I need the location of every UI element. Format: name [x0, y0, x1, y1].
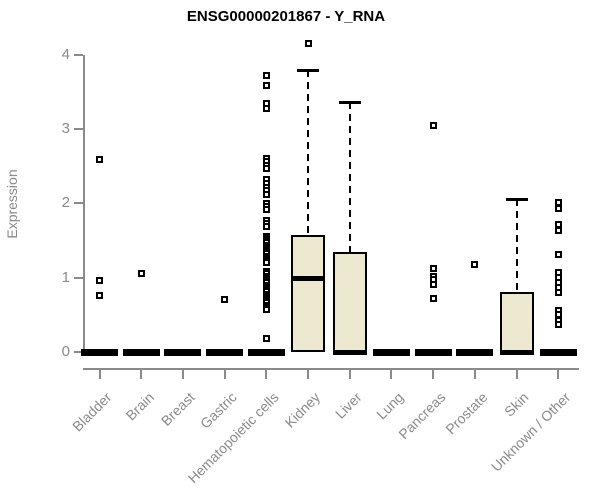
- collapsed-box: [206, 349, 244, 356]
- x-category-label: Prostate: [441, 389, 491, 438]
- outlier-point: [96, 292, 103, 300]
- median-line: [499, 350, 534, 355]
- x-axis-line: [83, 368, 579, 370]
- outlier-point: [262, 259, 270, 267]
- outlier-point: [262, 306, 270, 314]
- outlier-point: [221, 295, 229, 303]
- outlier-point: [262, 104, 270, 112]
- outlier-point: [262, 222, 270, 230]
- collapsed-box: [372, 349, 410, 356]
- box: [291, 234, 325, 352]
- chart-title: ENSG00000201867 - Y_RNA: [186, 8, 386, 25]
- outlier-point: [262, 335, 270, 343]
- y-tick-label: 2: [61, 194, 70, 212]
- outlier-point: [429, 295, 437, 302]
- x-axis-tick: [515, 370, 518, 379]
- x-category-label: Breast: [158, 389, 199, 429]
- outlier-point: [96, 156, 103, 164]
- y-tick-label: 0: [61, 343, 70, 360]
- x-category-label: Bladder: [69, 389, 115, 435]
- whisker-line: [307, 70, 309, 235]
- outlier-point: [262, 164, 270, 172]
- outlier-point: [554, 289, 562, 297]
- y-axis-tick: [74, 53, 83, 56]
- outlier-point: [429, 121, 437, 129]
- x-axis-tick: [473, 370, 476, 379]
- x-category-label: Skin: [501, 389, 532, 420]
- x-axis-tick: [348, 370, 351, 379]
- x-axis-tick: [223, 370, 226, 379]
- x-axis-tick: [390, 370, 393, 379]
- collapsed-box: [164, 349, 202, 356]
- x-category-label: Lung: [373, 389, 407, 423]
- x-axis-tick: [557, 370, 560, 379]
- collapsed-box: [122, 349, 160, 356]
- x-category-label: Brain: [122, 389, 157, 424]
- whisker-cap: [297, 69, 319, 73]
- collapsed-box: [247, 349, 285, 356]
- whisker-cap: [338, 101, 361, 105]
- collapsed-box: [414, 349, 452, 356]
- whisker-cap: [505, 197, 528, 201]
- median-line: [291, 275, 325, 281]
- outlier-point: [554, 321, 562, 328]
- y-tick-label: 3: [61, 120, 70, 138]
- x-axis-tick: [98, 370, 101, 379]
- outlier-point: [137, 270, 145, 278]
- outlier-point: [262, 72, 270, 80]
- x-axis-tick: [140, 370, 143, 379]
- y-tick-label: 4: [61, 45, 70, 63]
- y-axis-tick: [74, 202, 83, 205]
- x-axis-tick: [181, 370, 184, 379]
- outlier-point: [262, 190, 270, 198]
- whisker-line: [348, 102, 351, 252]
- outlier-point: [304, 40, 312, 48]
- y-axis-tick: [74, 276, 83, 279]
- outlier-point: [96, 277, 103, 285]
- collapsed-box: [81, 349, 118, 356]
- outlier-point: [262, 205, 270, 213]
- x-axis-tick: [432, 370, 435, 379]
- x-category-label: Kidney: [281, 389, 324, 431]
- y-axis-label: Expression: [4, 169, 20, 239]
- y-tick-label: 1: [61, 268, 70, 286]
- y-axis-tick: [74, 128, 83, 131]
- x-category-label: Liver: [332, 389, 366, 422]
- outlier-point: [429, 280, 437, 288]
- x-axis-tick: [307, 370, 309, 379]
- outlier-point: [554, 205, 562, 213]
- collapsed-box: [539, 349, 577, 356]
- median-line: [332, 350, 367, 355]
- outlier-point: [554, 227, 562, 235]
- outlier-point: [471, 260, 479, 268]
- x-axis-tick: [265, 370, 268, 379]
- box: [332, 251, 367, 352]
- whisker-line: [515, 198, 518, 292]
- outlier-point: [262, 81, 270, 89]
- y-axis-tick: [74, 351, 83, 353]
- box: [499, 291, 534, 352]
- collapsed-box: [456, 349, 494, 356]
- y-axis-line: [83, 54, 85, 354]
- outlier-point: [554, 251, 562, 259]
- x-category-label: Unknown / Other: [487, 389, 574, 475]
- outlier-point: [429, 265, 437, 273]
